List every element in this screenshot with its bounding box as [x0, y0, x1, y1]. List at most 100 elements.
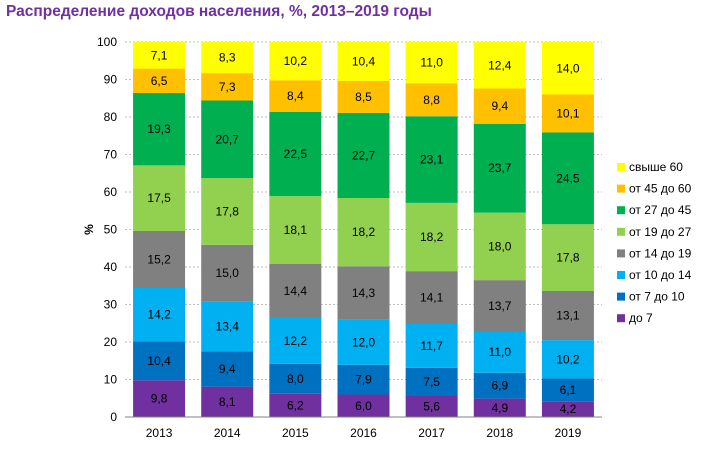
- legend-label: от 10 до 14: [629, 268, 692, 282]
- data-label: 14,3: [352, 286, 376, 300]
- bars: 9,8 10,4 14,2 15,2 17,5 19,3 6,5 7,1 8,1 9,4 13,4 1…: [133, 42, 594, 417]
- legend-label: от 14 до 19: [629, 246, 692, 260]
- y-tick-label: 80: [104, 110, 118, 124]
- bar-segment: [133, 380, 186, 417]
- legend-swatch: [617, 314, 625, 323]
- data-label: 11,0: [420, 56, 443, 70]
- data-label: 8,8: [423, 93, 440, 107]
- bar-segment: [473, 88, 526, 124]
- bar-segment: [337, 42, 390, 81]
- bar-segment: [269, 363, 322, 394]
- bar-segment: [201, 301, 254, 352]
- bar-stack: 6,0 7,9 12,0 14,3 18,2 22,7 8,5 10,4: [337, 42, 390, 417]
- data-label: 10,4: [352, 55, 376, 69]
- bar-segment: [337, 364, 390, 395]
- legend-label: от 45 до 60: [629, 182, 692, 196]
- data-label: 10,2: [284, 54, 308, 68]
- legend-swatch: [617, 249, 625, 258]
- x-tick-label: 2014: [214, 426, 241, 440]
- data-label: 9,4: [491, 99, 508, 113]
- bar-segment: [133, 231, 186, 288]
- legend-item: до 7: [617, 311, 653, 325]
- bar-segment: [405, 42, 458, 84]
- bar-segment: [405, 116, 458, 203]
- data-label: 20,7: [216, 132, 240, 146]
- legend-swatch: [617, 206, 625, 215]
- y-tick-label: 10: [104, 373, 118, 387]
- x-axis-ticks: 2013 2014 2015 2016 2017 2018 2019: [146, 426, 582, 440]
- data-label: 6,1: [560, 383, 577, 397]
- legend-item: от 7 до 10: [617, 290, 685, 304]
- data-label: 7,9: [355, 373, 372, 387]
- bar-segment: [337, 81, 390, 113]
- bar-segment: [473, 280, 526, 332]
- data-label: 18,2: [420, 230, 444, 244]
- bar-segment: [201, 100, 254, 179]
- bar-segment: [337, 266, 390, 320]
- data-label: 8,0: [287, 372, 304, 386]
- bar-segment: [133, 165, 186, 231]
- bar-stack: 6,2 8,0 12,2 14,4 18,1 22,5 8,4 10,2: [269, 42, 322, 417]
- data-label: 15,2: [147, 253, 171, 267]
- legend-label: свыше 60: [629, 160, 683, 174]
- legend-label: от 27 до 45: [629, 203, 692, 217]
- data-label: 4,9: [491, 401, 508, 415]
- y-tick-label: 60: [104, 185, 118, 199]
- bar-segment: [269, 264, 322, 318]
- data-label: 7,5: [423, 375, 440, 389]
- data-label: 13,1: [556, 309, 580, 323]
- y-tick-label: 20: [104, 335, 118, 349]
- data-label: 8,4: [287, 89, 304, 103]
- bar-segment: [337, 198, 390, 267]
- legend-swatch: [617, 227, 625, 236]
- data-label: 13,4: [216, 319, 240, 333]
- bar-segment: [269, 111, 322, 197]
- bar-segment: [405, 396, 458, 417]
- data-label: 10,1: [556, 106, 580, 120]
- bar-segment: [541, 132, 594, 225]
- bar-segment: [405, 271, 458, 324]
- data-label: 12,4: [488, 58, 512, 72]
- bar-segment: [337, 394, 390, 417]
- x-tick-label: 2019: [555, 426, 582, 440]
- y-tick-label: 40: [104, 260, 118, 274]
- x-tick-label: 2018: [486, 426, 513, 440]
- bar-stack: 5,6 7,5 11,7 14,1 18,2 23,1 8,8 11,0: [405, 42, 458, 417]
- data-label: 14,1: [420, 291, 444, 305]
- bar-stack: 8,1 9,4 13,4 15,0 17,8 20,7 7,3 8,3: [201, 42, 254, 417]
- x-tick-label: 2016: [350, 426, 377, 440]
- data-label: 17,8: [216, 205, 240, 219]
- legend-swatch: [617, 163, 625, 171]
- data-label: 6,2: [287, 398, 304, 412]
- bar-segment: [201, 42, 254, 74]
- data-label: 14,2: [147, 308, 171, 322]
- x-tick-label: 2013: [146, 426, 173, 440]
- y-tick-label: 100: [97, 35, 117, 49]
- legend-swatch: [617, 271, 625, 279]
- data-label: 14,0: [556, 61, 580, 75]
- bar-segment: [201, 351, 254, 387]
- y-tick-label: 30: [104, 298, 118, 312]
- x-tick-label: 2017: [418, 426, 445, 440]
- bar-segment: [133, 341, 186, 381]
- bar-segment: [269, 196, 322, 264]
- legend-item: от 27 до 45: [617, 203, 692, 217]
- legend-item: от 45 до 60: [617, 182, 692, 196]
- chart-title: Распределение доходов населения, %, 2013…: [6, 3, 432, 20]
- y-axis-ticks: 0 10 20 30 40 50 60 70 80 90 100: [97, 35, 117, 424]
- bar-segment: [473, 212, 526, 281]
- data-label: 7,3: [219, 80, 236, 94]
- bar-segment: [473, 372, 526, 399]
- bar-segment: [269, 393, 322, 417]
- data-label: 13,7: [488, 299, 512, 313]
- bar-stack: 9,8 10,4 14,2 15,2 17,5 19,3 6,5 7,1: [133, 42, 186, 417]
- bar-stack: 4,9 6,9 11,0 13,7 18,0 23,7 9,4 12,4: [473, 42, 526, 417]
- bar-segment: [473, 42, 526, 89]
- bar-segment: [337, 319, 390, 365]
- bar-segment: [201, 244, 254, 302]
- data-label: 24,5: [556, 171, 580, 185]
- data-label: 22,5: [284, 147, 308, 161]
- bar-segment: [269, 80, 322, 112]
- y-axis-label: %: [82, 224, 96, 235]
